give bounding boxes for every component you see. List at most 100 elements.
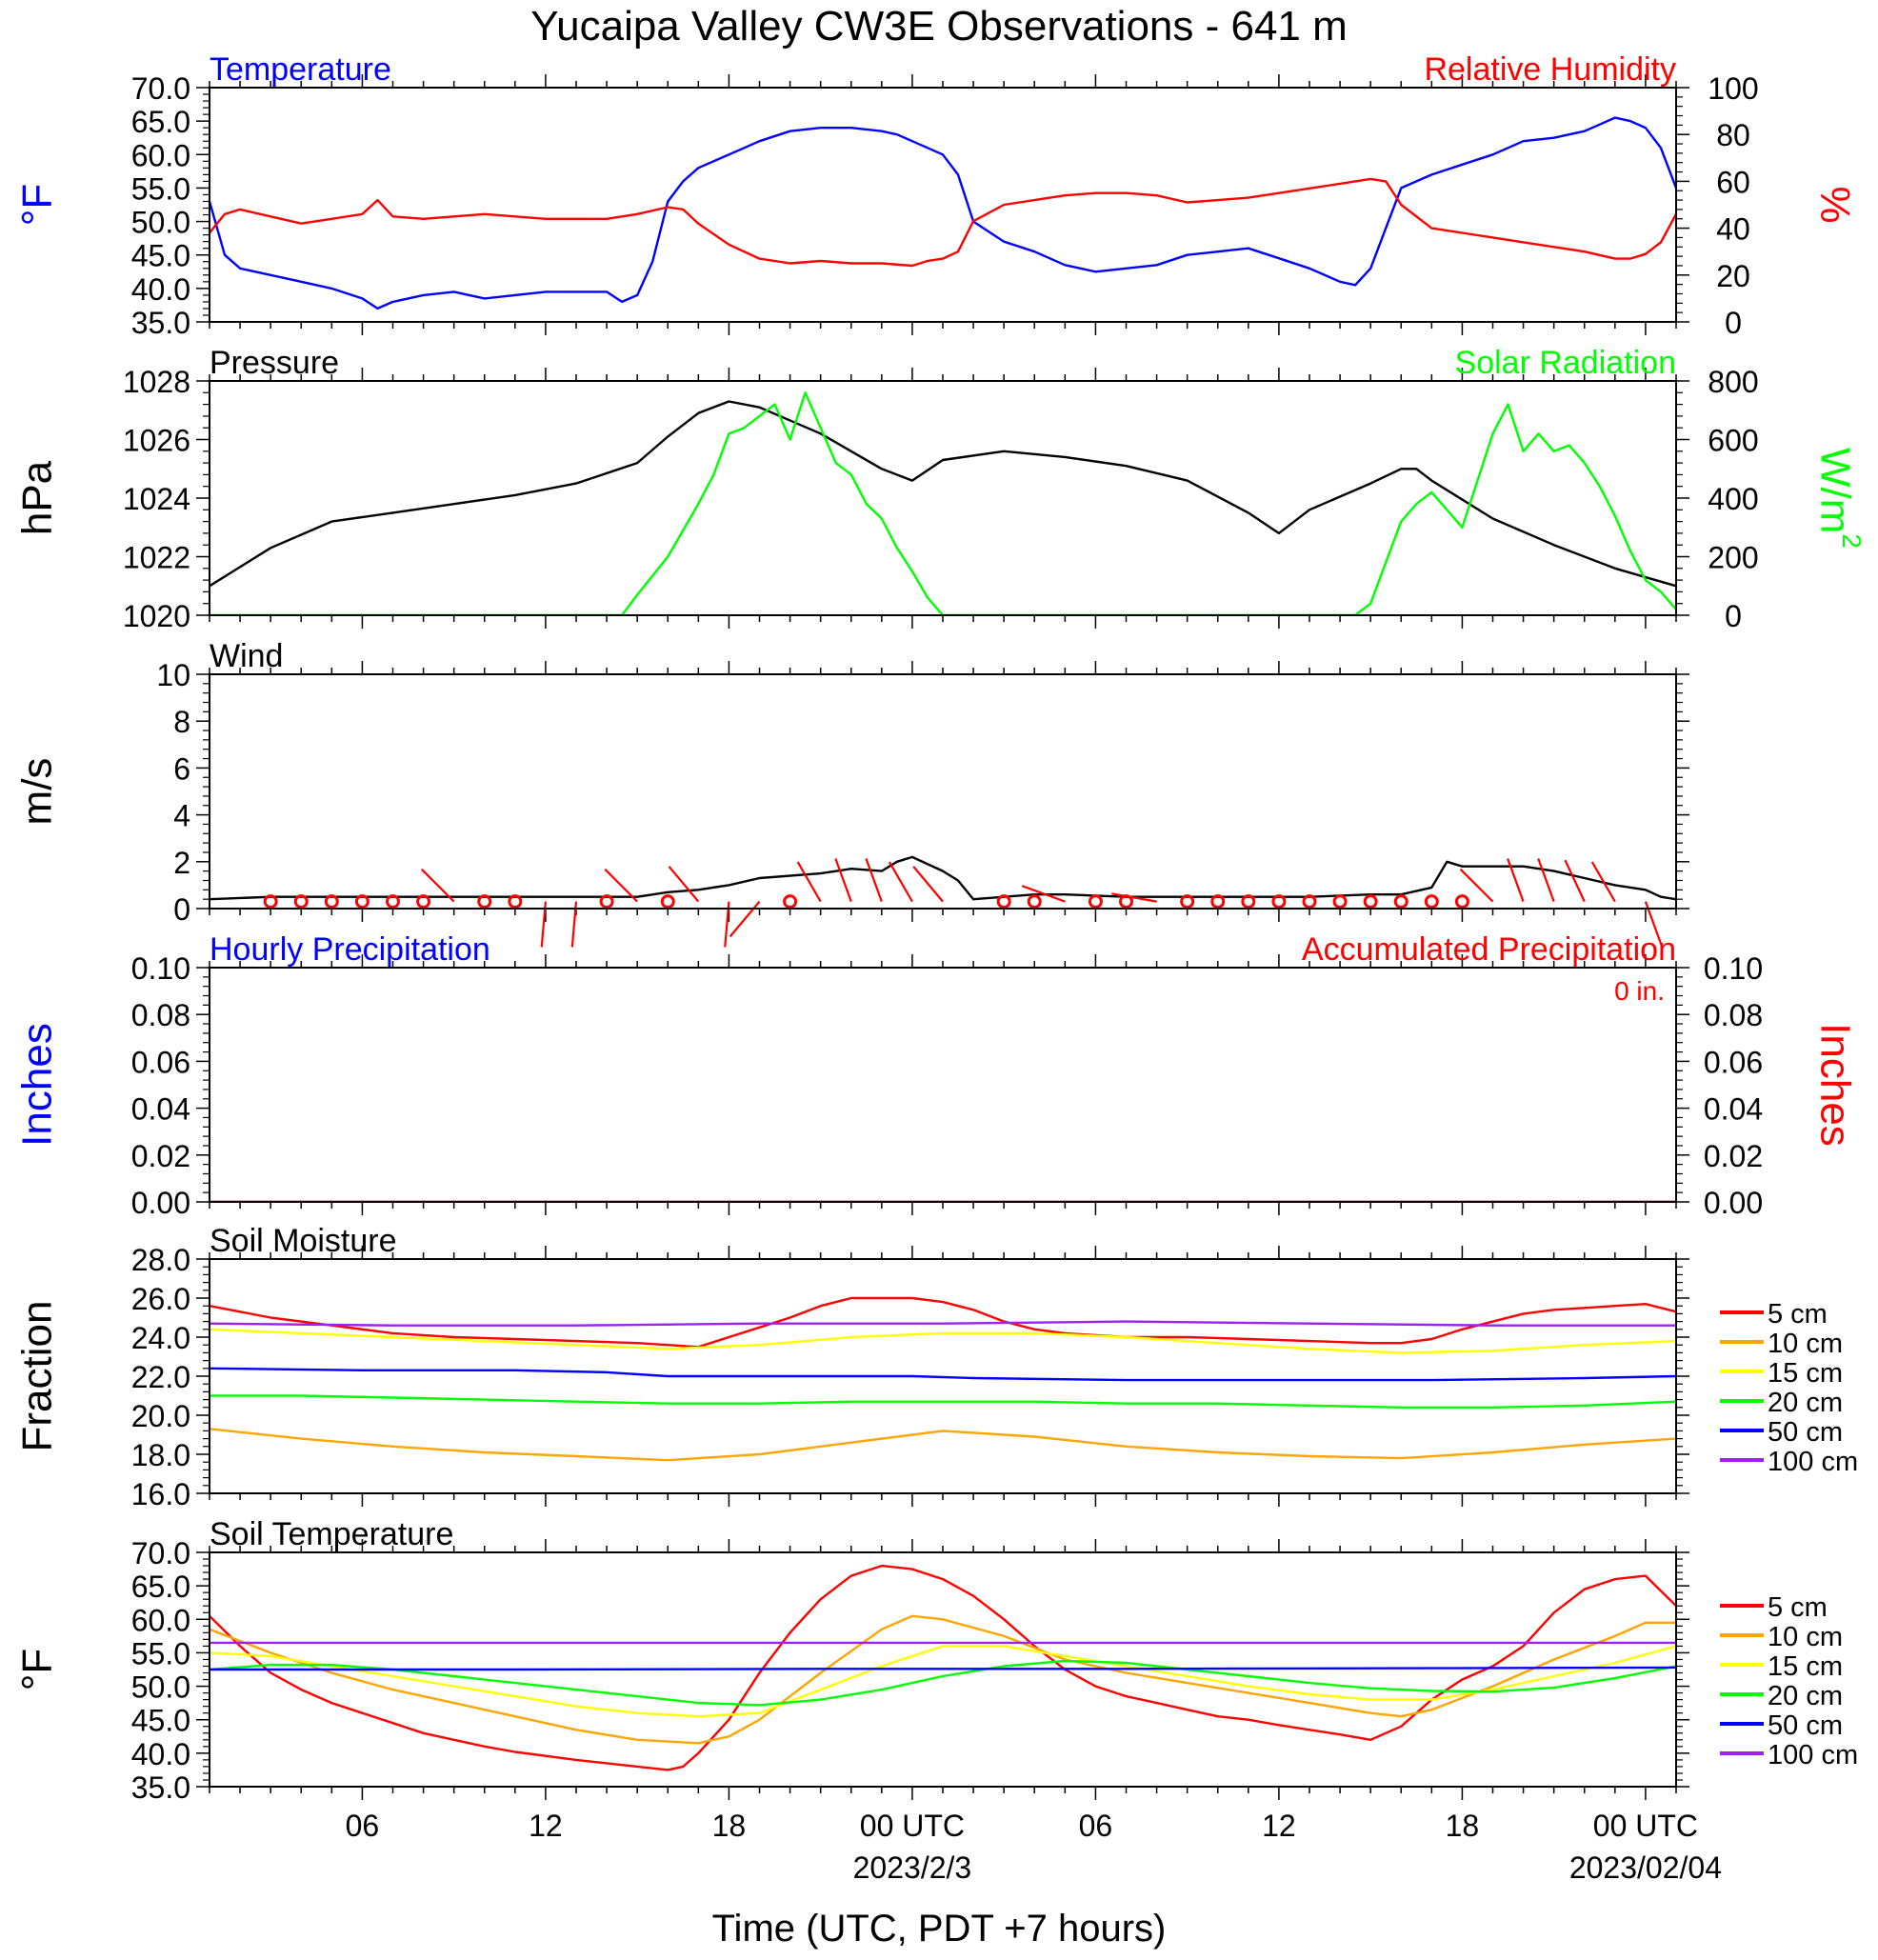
x-axis: 06 12 18 00 UTC 2023/2/3 06 12 18 00 UTC 2023/02/… [346, 1809, 1722, 1885]
legend-entry-15-cm: 15 cm [1768, 1651, 1843, 1682]
legend-entry-50-cm: 50 cm [1768, 1417, 1843, 1448]
y-tick-label: 65.0 [131, 105, 190, 139]
y-tick-label: 0.10 [131, 951, 190, 986]
wind-calm-marker [293, 894, 309, 910]
y-tick-label: 35.0 [131, 1770, 190, 1805]
x-tick-label: 12 [529, 1809, 563, 1843]
legend-entry-20-cm: 20 cm [1768, 1388, 1843, 1418]
y-axis-label-left: Fraction [14, 1301, 61, 1452]
panel-frame [209, 87, 1677, 323]
wind-barb [1459, 868, 1494, 903]
legend-entry-50-cm: 50 cm [1768, 1710, 1843, 1741]
wind-barb [604, 868, 638, 903]
x-tick-label: 18 [712, 1809, 747, 1843]
y-right-tick-label: 60 [1716, 165, 1750, 199]
y-axis-label-right-superscript: 2 [1837, 533, 1867, 549]
y-right-tick-label: 0.06 [1704, 1045, 1763, 1079]
panel-frame [209, 380, 1677, 616]
panel-title-soil-temperature: Soil Temperature [210, 1516, 453, 1552]
wind-calm-marker [1241, 894, 1256, 910]
y-axis-label-left: m/s [14, 758, 61, 826]
panel-title-wind: Wind [210, 638, 283, 674]
wind-calm-marker [263, 894, 278, 910]
y-tick-label: 60.0 [131, 138, 190, 172]
wind-barb [1507, 858, 1525, 902]
y-right-tick-label: 80 [1716, 118, 1750, 152]
x-tick-label: 06 [1079, 1809, 1113, 1843]
wind-calm-marker [386, 894, 400, 910]
y-right-tick-label: 0.02 [1704, 1139, 1763, 1173]
wind-barb [668, 866, 700, 903]
y-right-tick-label: 0 [1725, 306, 1742, 340]
y-tick-label: 10 [156, 658, 190, 692]
wind-calm-marker [996, 894, 1011, 910]
series-line-soil-temperature-10-cm [210, 1614, 1676, 1745]
series-line-soil-moisture-10-cm [210, 1428, 1676, 1462]
wind-barb [1537, 858, 1555, 902]
wind-barb [729, 900, 761, 938]
y-tick-label: 0 [173, 892, 190, 927]
wind-calm-marker [1424, 894, 1439, 910]
legend-entry-15-cm: 15 cm [1768, 1358, 1843, 1389]
wind-calm-marker [599, 894, 614, 910]
x-tick-label: 06 [346, 1809, 380, 1843]
y-right-tick-label: 0.00 [1704, 1186, 1763, 1220]
y-tick-label: 24.0 [131, 1321, 190, 1355]
y-tick-label: 2 [173, 846, 190, 880]
wind-calm-marker [1180, 894, 1195, 910]
y-tick-label: 26.0 [131, 1282, 190, 1316]
series-line-soil-temperature-20-cm [210, 1659, 1676, 1707]
y-axis-label-left: Inches [14, 1023, 61, 1147]
x-axis-title: Time (UTC, PDT +7 hours) [712, 1908, 1167, 1950]
y-right-tick-label: 800 [1708, 365, 1758, 399]
y-tick-label: 0.06 [131, 1045, 190, 1079]
y-right-tick-label: 0 [1725, 599, 1742, 633]
y-axis-label-left: °F [14, 1649, 61, 1690]
x-tick-label: 00 UTC [860, 1809, 965, 1843]
y-tick-label: 1022 [123, 541, 190, 575]
panel-precip: 0.00 0.02 0.04 0.06 0.08 0.10 0.00 0.02 0.04 0.06… [14, 931, 1859, 1220]
wind-calm-marker [324, 894, 339, 910]
panel-frame [209, 1551, 1677, 1788]
chart-title: Yucaipa Valley CW3E Observations - 641 m [530, 3, 1348, 50]
y-right-tick-label: 40 [1716, 212, 1750, 247]
wind-barb [865, 858, 883, 902]
panel-soil-moisture: 16.0 18.0 20.0 22.0 24.0 26.0 28.0 Soil Moistur… [14, 1223, 1858, 1511]
panel-title-soil-moisture: Soil Moisture [210, 1223, 397, 1259]
y-tick-label: 4 [173, 799, 190, 833]
y-tick-label: 55.0 [131, 1636, 190, 1670]
series-line-pressure-solar-pressure [210, 400, 1676, 588]
x-date-label: 2023/2/3 [853, 1850, 972, 1885]
wind-calm-marker [477, 894, 492, 910]
wind-calm-marker [1271, 894, 1287, 910]
panel-temp-rh: 35.040.045.050.055.060.065.070.0 0 20 40 60 8… [14, 51, 1859, 340]
y-right-tick-label: 20 [1716, 259, 1750, 293]
y-tick-label: 20.0 [131, 1399, 190, 1433]
wind-calm-marker [660, 894, 675, 910]
panel-soil-temperature: 35.040.045.050.055.060.065.070.0 Soil Tem… [14, 1516, 1858, 1805]
wind-barb [912, 866, 944, 903]
wind-barb [1021, 885, 1066, 903]
y-tick-label: 0.04 [131, 1092, 190, 1127]
y-right-tick-label: 600 [1708, 424, 1758, 458]
wind-calm-marker [1454, 894, 1469, 910]
x-tick-label: 12 [1262, 1809, 1296, 1843]
x-tick-label: 00 UTC [1593, 1809, 1698, 1843]
panel-title-accumulated-precipitation: Accumulated Precipitation [1302, 931, 1676, 968]
wind-barb [1111, 892, 1157, 903]
legend-entry-100-cm: 100 cm [1768, 1740, 1858, 1770]
wind-barb [420, 868, 455, 903]
wind-calm-marker [1302, 894, 1317, 910]
y-tick-label: 60.0 [131, 1603, 190, 1637]
series-line-temp-rh-temperature [210, 116, 1676, 310]
wind-calm-marker [1027, 894, 1042, 910]
y-tick-label: 70.0 [131, 1536, 190, 1570]
wind-barb [888, 861, 913, 903]
y-right-tick-label: 400 [1708, 482, 1758, 516]
legend-entry-10-cm: 10 cm [1768, 1329, 1843, 1359]
legend-entry-10-cm: 10 cm [1768, 1622, 1843, 1652]
legend-entry-20-cm: 20 cm [1768, 1681, 1843, 1711]
wind-calm-marker [416, 894, 431, 910]
y-axis-label-right: % [1811, 186, 1858, 223]
